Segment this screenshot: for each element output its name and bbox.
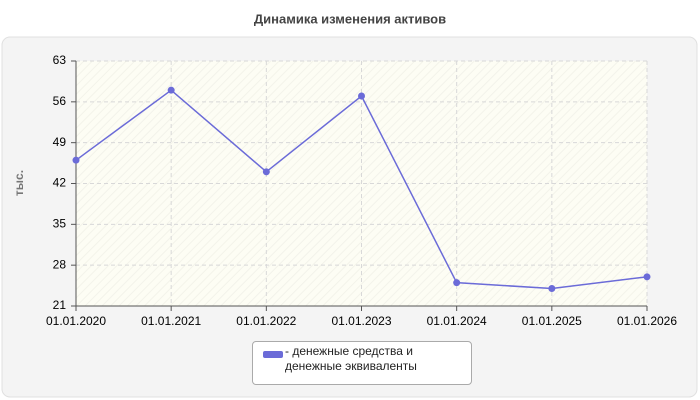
data-point [167, 86, 175, 94]
x-tick-label: 01.01.2024 [427, 314, 487, 328]
legend: - денежные средства и денежные эквивален… [252, 341, 472, 385]
data-point [72, 156, 80, 164]
y-tick-label: 63 [53, 53, 67, 67]
x-tick-label: 01.01.2025 [522, 314, 582, 328]
chart-title: Динамика изменения активов [254, 11, 446, 26]
y-tick-label: 35 [53, 217, 67, 231]
x-tick-label: 01.01.2022 [236, 314, 296, 328]
legend-label: - денежные средства и денежные эквивален… [285, 344, 417, 373]
x-tick-label: 01.01.2020 [46, 314, 106, 328]
data-point [453, 279, 461, 287]
y-tick-label: 42 [53, 176, 67, 190]
data-point [358, 92, 365, 100]
y-axis-label: тыс. [12, 170, 26, 196]
y-tick-label: 28 [53, 257, 67, 271]
y-tick-label: 56 [53, 94, 67, 108]
y-tick-label: 21 [53, 298, 67, 312]
legend-swatch [263, 351, 283, 358]
data-point [643, 273, 651, 281]
x-tick-label: 01.01.2021 [141, 314, 201, 328]
data-point [262, 168, 270, 176]
data-point [548, 285, 556, 292]
x-tick-label: 01.01.2026 [617, 314, 677, 328]
x-tick-label: 01.01.2023 [331, 314, 391, 328]
y-tick-label: 49 [53, 135, 67, 149]
